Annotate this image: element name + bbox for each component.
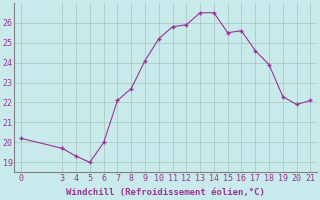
X-axis label: Windchill (Refroidissement éolien,°C): Windchill (Refroidissement éolien,°C) [66,188,265,197]
